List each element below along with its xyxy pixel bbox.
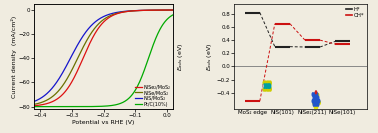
- Circle shape: [314, 93, 316, 96]
- Circle shape: [263, 87, 265, 91]
- Circle shape: [315, 93, 317, 97]
- Circle shape: [266, 81, 268, 85]
- Circle shape: [313, 96, 315, 100]
- Circle shape: [317, 103, 319, 106]
- Circle shape: [315, 101, 316, 104]
- X-axis label: Potential vs RHE (V): Potential vs RHE (V): [72, 120, 135, 125]
- Circle shape: [265, 84, 268, 88]
- Circle shape: [315, 91, 317, 94]
- Circle shape: [317, 96, 319, 100]
- Circle shape: [266, 87, 268, 91]
- Circle shape: [263, 81, 265, 85]
- Circle shape: [316, 99, 318, 103]
- Circle shape: [268, 81, 270, 85]
- Circle shape: [316, 93, 318, 96]
- Circle shape: [267, 84, 269, 88]
- Circle shape: [312, 99, 314, 103]
- Circle shape: [313, 93, 315, 97]
- Circle shape: [313, 101, 314, 104]
- Circle shape: [317, 93, 319, 97]
- Circle shape: [262, 84, 264, 88]
- Circle shape: [265, 87, 266, 91]
- Circle shape: [313, 103, 315, 106]
- Circle shape: [315, 96, 317, 100]
- Circle shape: [269, 84, 271, 88]
- Y-axis label: Current density  (mA/cm²): Current density (mA/cm²): [11, 15, 17, 98]
- Legend: NiSe₂/MoS₂, NiSe/MoS₂, NiS/MoS₂, Pt/C(10%): NiSe₂/MoS₂, NiSe/MoS₂, NiS/MoS₂, Pt/C(10…: [135, 84, 171, 107]
- Circle shape: [265, 81, 266, 85]
- Circle shape: [270, 81, 271, 85]
- Y-axis label: $E_{ads}$ (eV): $E_{ads}$ (eV): [176, 42, 185, 71]
- Circle shape: [314, 105, 316, 108]
- Circle shape: [270, 87, 271, 91]
- Legend: H*, OH*: H*, OH*: [345, 7, 364, 18]
- Circle shape: [312, 93, 314, 96]
- Circle shape: [319, 101, 320, 104]
- Circle shape: [317, 101, 318, 104]
- Circle shape: [315, 103, 317, 106]
- Circle shape: [318, 99, 320, 103]
- Circle shape: [314, 99, 316, 103]
- Circle shape: [264, 84, 266, 88]
- Circle shape: [268, 87, 270, 91]
- Circle shape: [316, 105, 318, 108]
- Y-axis label: $E_{ads}$ (eV): $E_{ads}$ (eV): [205, 42, 214, 71]
